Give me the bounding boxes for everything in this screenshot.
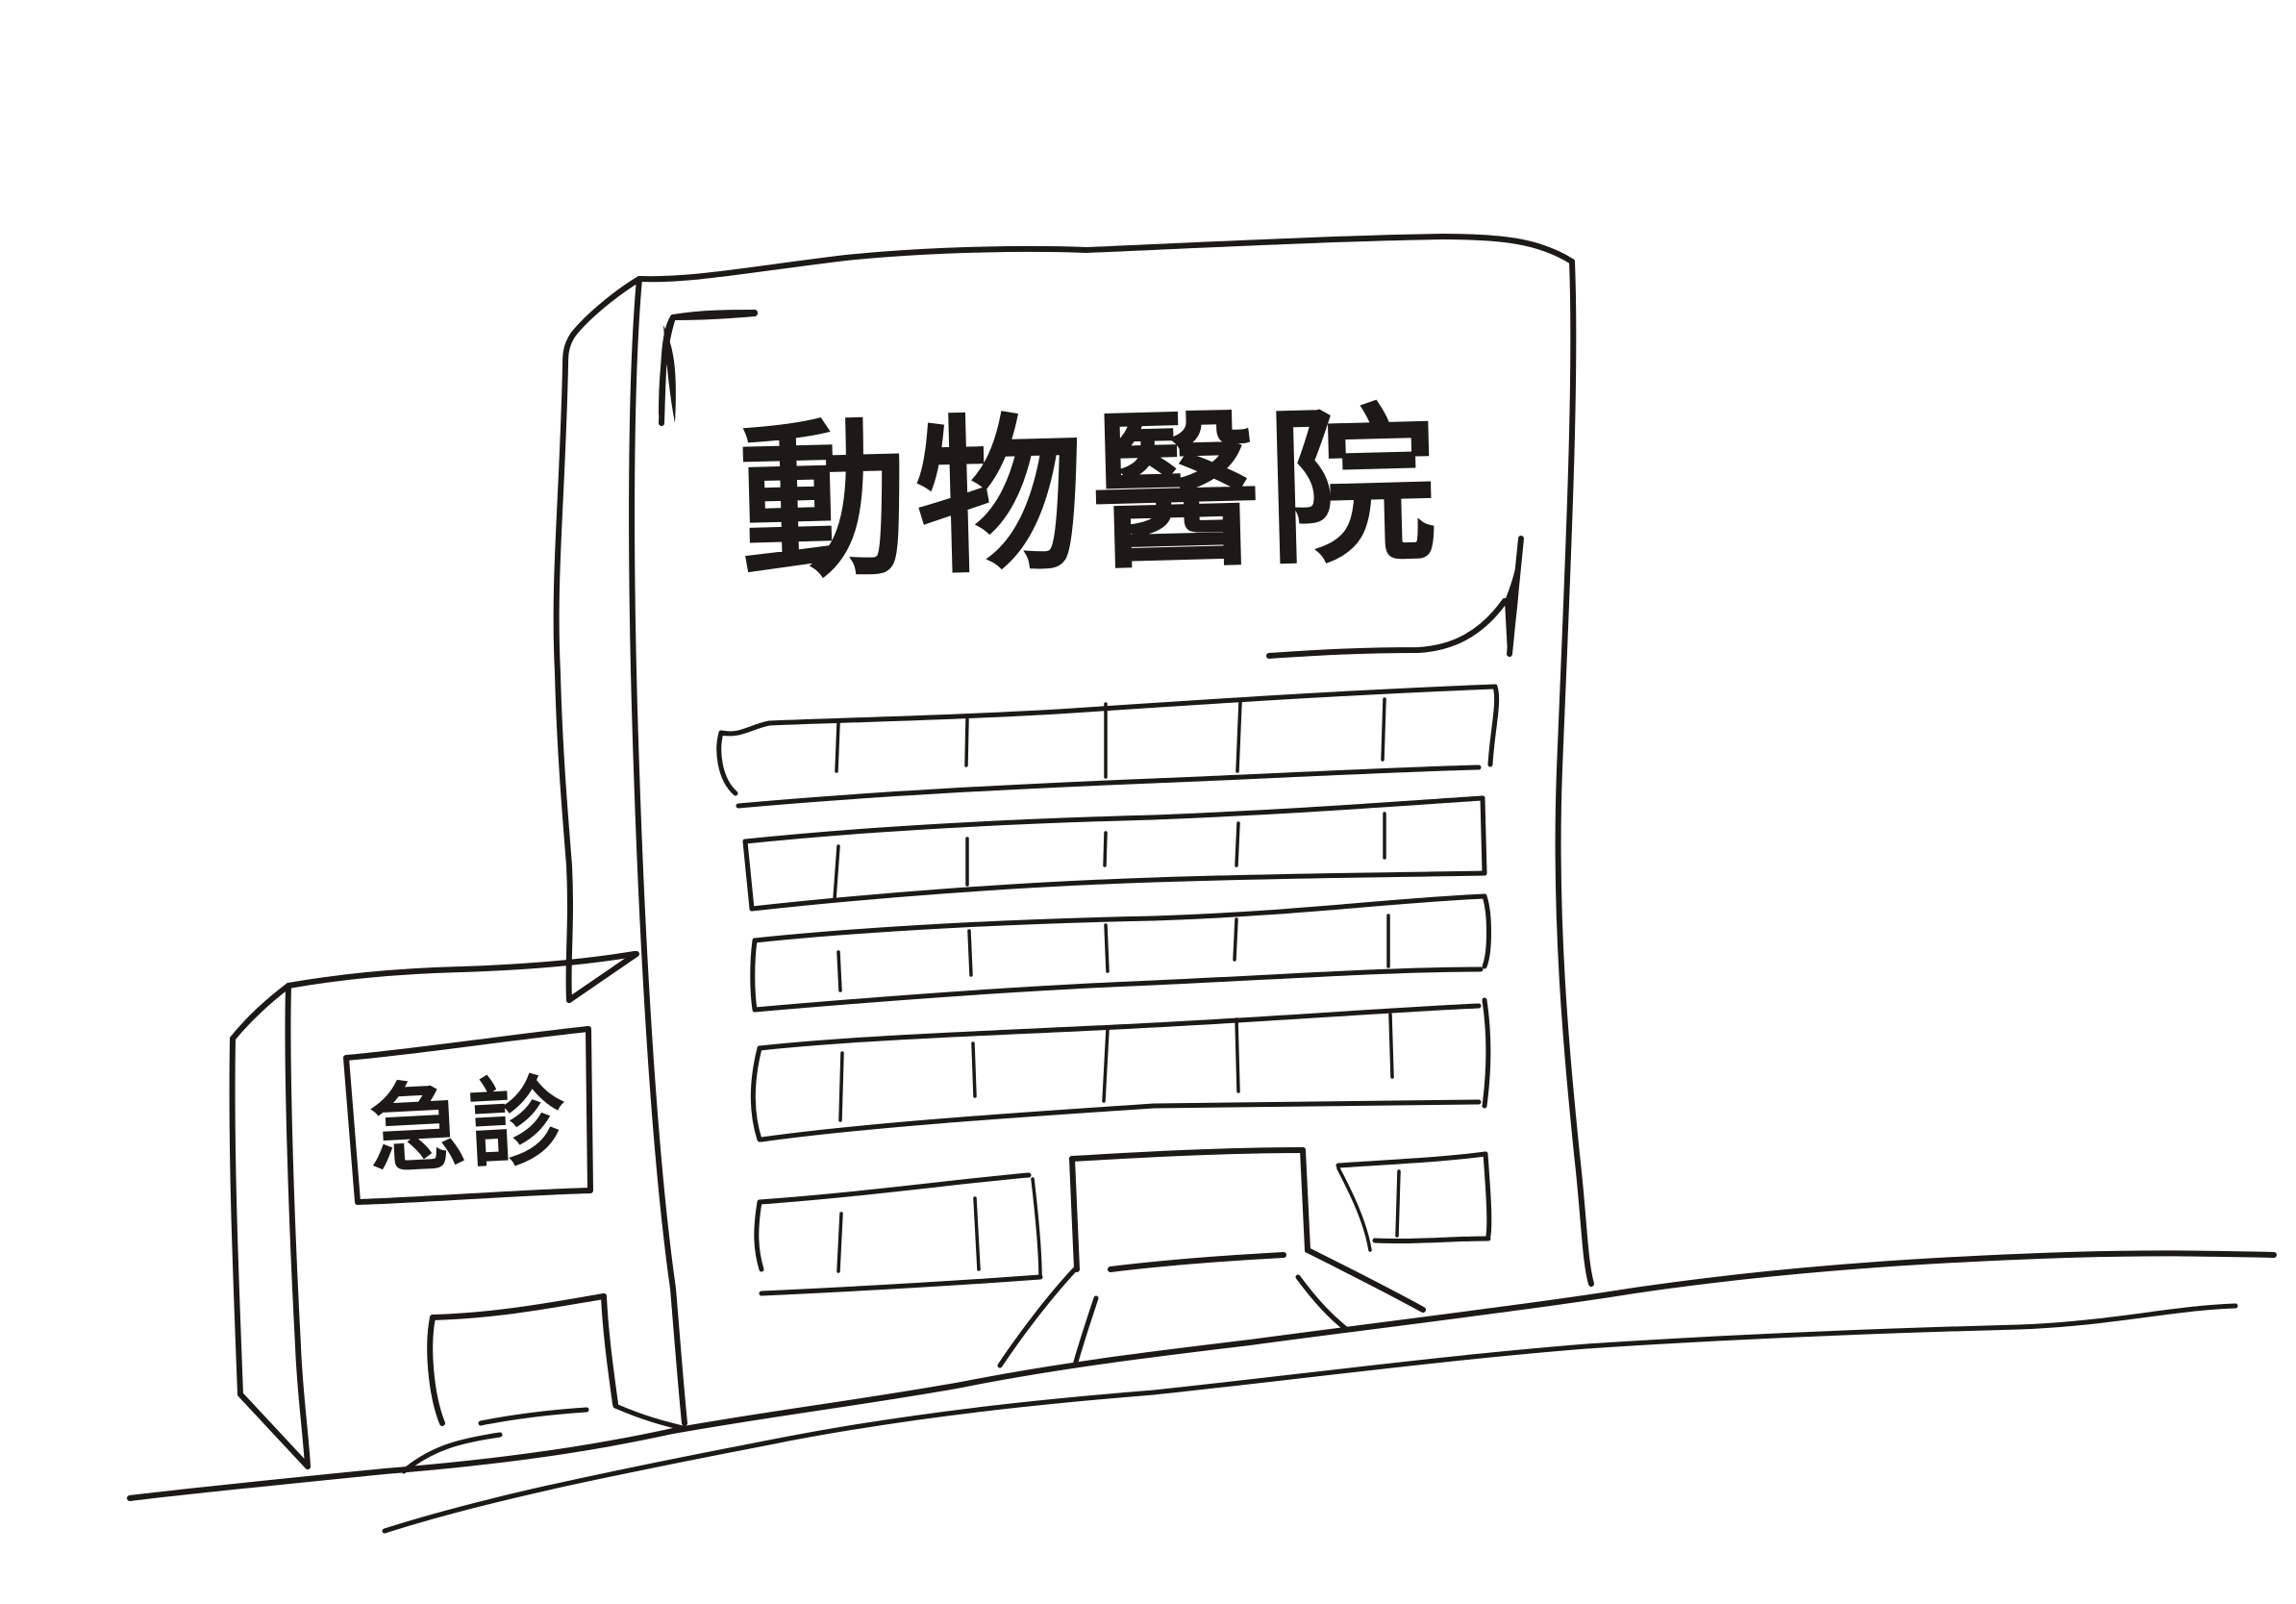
er-sign-text: 急診 (366, 1065, 572, 1188)
main-entrance (997, 1147, 1426, 1368)
emergency-annex (229, 951, 639, 1469)
main-building (553, 234, 1594, 1426)
ground-lines (127, 1250, 2277, 1534)
window-bands (716, 684, 1500, 1296)
hospital-sign-text: 動物醫院 (737, 388, 1446, 602)
